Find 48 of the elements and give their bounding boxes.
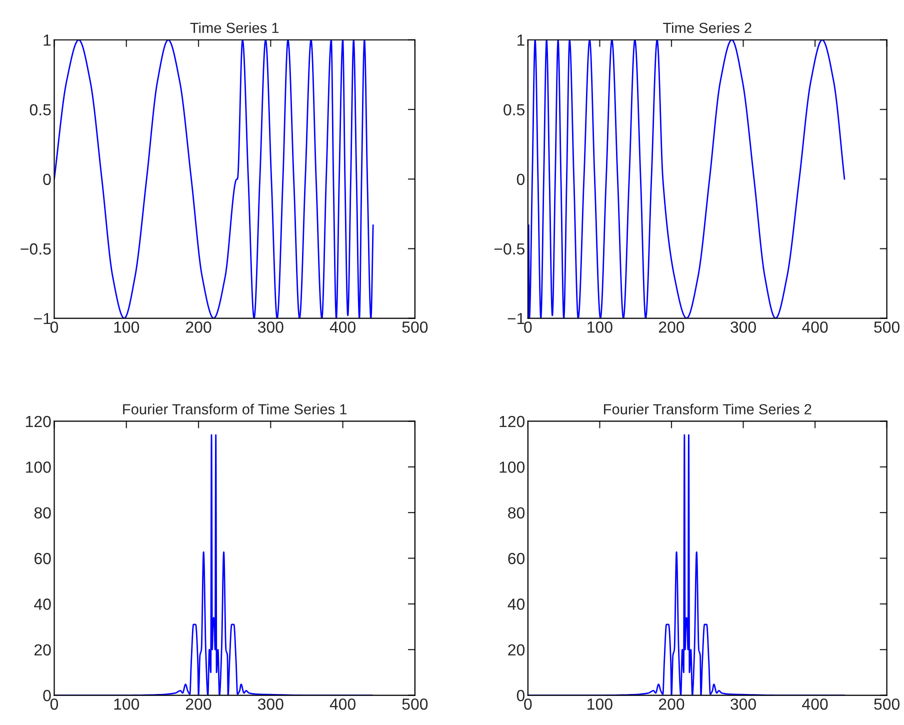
y-tick-label: 20 [508, 644, 525, 656]
chart-title: Fourier Transform Time Series 2 [604, 404, 812, 414]
x-tick-label: 400 [330, 698, 356, 710]
x-tick-label: 300 [730, 698, 756, 710]
x-tick-label: 500 [874, 698, 900, 710]
y-tick-label: 40 [34, 598, 51, 610]
y-tick-label: 1 [517, 34, 524, 46]
x-tick-label: 500 [874, 321, 900, 333]
x-tick-label: 300 [258, 698, 284, 710]
x-tick-label: 300 [258, 321, 284, 333]
y-tick-label: 120 [26, 416, 51, 428]
x-tick-label: 100 [588, 698, 612, 710]
x-tick-label: 500 [402, 321, 428, 333]
x-tick-label: 300 [730, 321, 756, 333]
y-tick-label: 100 [500, 462, 525, 473]
x-tick-label: 100 [114, 698, 140, 710]
y-tick-label: −1 [34, 313, 51, 324]
y-tick-label: 60 [508, 552, 525, 564]
y-tick-label: 0 [43, 690, 51, 702]
y-tick-label: 0.5 [30, 104, 51, 116]
x-tick-label: 100 [588, 321, 612, 333]
y-tick-label: 0 [516, 174, 525, 186]
y-tick-label: 0 [43, 174, 51, 186]
x-tick-label: 400 [802, 698, 828, 710]
y-tick-label: 0.5 [504, 104, 524, 116]
y-tick-label: 100 [26, 462, 51, 473]
y-tick-label: 0 [516, 690, 525, 702]
y-tick-label: 20 [34, 644, 51, 656]
y-tick-label: 80 [34, 507, 51, 519]
y-tick-label: 1 [44, 34, 51, 46]
y-tick-label: 40 [508, 598, 525, 610]
x-tick-label: 200 [658, 698, 684, 710]
chart-title: Time Series 1 [190, 22, 279, 34]
x-tick-label: 100 [114, 321, 140, 333]
x-tick-label: 400 [330, 321, 356, 333]
x-tick-label: 200 [186, 321, 212, 333]
x-tick-label: 200 [186, 698, 212, 710]
x-tick-label: 500 [402, 698, 428, 710]
y-tick-label: −0.5 [20, 243, 51, 255]
y-tick-label: 80 [508, 507, 525, 519]
x-tick-label: 200 [658, 321, 684, 333]
chart-title: Time Series 2 [663, 22, 752, 34]
y-tick-label: −1 [508, 313, 524, 324]
x-tick-label: 400 [802, 321, 828, 333]
chart-title: Fourier Transform of Time Series 1 [123, 404, 347, 414]
y-tick-label: 60 [34, 552, 51, 564]
y-tick-label: −0.5 [494, 243, 524, 255]
y-tick-label: 120 [500, 416, 525, 428]
